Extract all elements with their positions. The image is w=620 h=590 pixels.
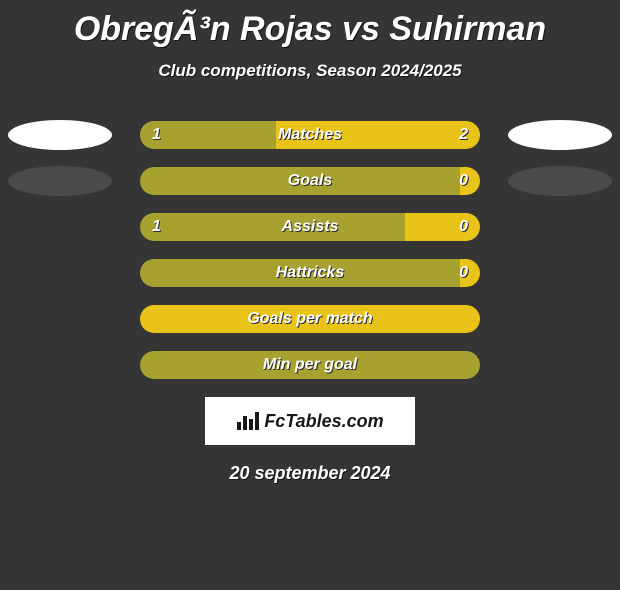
bars-chart-icon — [236, 410, 260, 432]
stat-bar: Hattricks0 — [140, 259, 480, 287]
stat-bar: Matches1 2 — [140, 121, 480, 149]
brand-box: FcTables.com — [205, 397, 415, 445]
comparison-title: ObregÃ³n Rojas vs Suhirman — [0, 10, 620, 49]
left-ellipse — [8, 166, 112, 196]
bar-label: Hattricks — [140, 259, 480, 287]
bar-left-value: 1 — [152, 213, 161, 241]
stat-bar: Goals0 — [140, 167, 480, 195]
season-subtitle: Club competitions, Season 2024/2025 — [0, 61, 620, 81]
stat-bar: Goals per match — [140, 305, 480, 333]
bar-label: Matches — [140, 121, 480, 149]
stat-bar: Assists1 0 — [140, 213, 480, 241]
stat-bar: Min per goal — [140, 351, 480, 379]
bar-label: Goals per match — [140, 305, 480, 333]
date-line: 20 september 2024 — [0, 463, 620, 484]
brand-text: FcTables.com — [264, 411, 383, 432]
bar-left-value: 1 — [152, 121, 161, 149]
bar-label: Goals — [140, 167, 480, 195]
bars-area: Matches12Goals0Assists10Hattricks0Goals … — [0, 121, 620, 379]
bar-right-value: 0 — [459, 259, 468, 287]
right-ellipse — [508, 120, 612, 150]
right-ellipse — [508, 166, 612, 196]
bar-label: Min per goal — [140, 351, 480, 379]
bar-right-value: 0 — [459, 167, 468, 195]
bar-label: Assists — [140, 213, 480, 241]
bar-right-value: 2 — [459, 121, 468, 149]
bar-right-value: 0 — [459, 213, 468, 241]
left-ellipse — [8, 120, 112, 150]
